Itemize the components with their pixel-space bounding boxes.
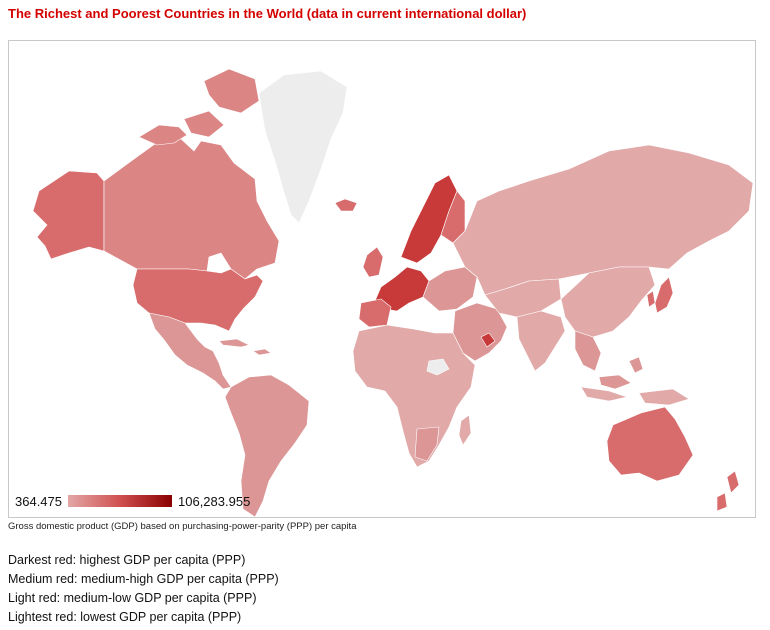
region-gulf-states[interactable] [480,332,496,348]
map-title: The Richest and Poorest Countries in the… [8,6,527,21]
note-medium: Medium red: medium-high GDP per capita (… [8,572,279,586]
region-korea[interactable] [646,290,656,308]
region-iceland[interactable] [334,198,358,212]
region-caribbean[interactable] [218,338,272,356]
region-south-america[interactable] [224,374,310,517]
region-australia[interactable] [606,406,694,482]
region-southeast-asia[interactable] [574,330,644,390]
region-south-sudan[interactable] [426,358,450,376]
region-uk[interactable] [362,246,384,278]
region-alaska[interactable] [32,170,105,260]
map-caption: Gross domestic product (GDP) based on pu… [8,521,357,532]
region-africa[interactable] [352,324,476,468]
legend-gradient-bar [68,495,172,507]
region-south-asia[interactable] [516,310,566,372]
world-map-svg [32,68,754,517]
region-southern-africa[interactable] [414,426,440,462]
color-legend: 364.475 106,283.955 [15,490,250,512]
note-lightest: Lightest red: lowest GDP per capita (PPP… [8,610,242,624]
region-canada-arctic-islands[interactable] [138,68,260,146]
region-canada[interactable] [103,136,280,280]
region-japan[interactable] [654,276,674,314]
region-new-zealand[interactable] [716,470,740,512]
note-darkest: Darkest red: highest GDP per capita (PPP… [8,553,246,567]
region-indonesia[interactable] [580,386,690,406]
color-notes: Darkest red: highest GDP per capita (PPP… [8,551,279,627]
region-eastern-europe[interactable] [422,266,478,312]
region-china[interactable] [560,266,656,338]
region-greenland[interactable] [258,70,348,224]
legend-max-label: 106,283.955 [178,493,251,509]
legend-min-label: 364.475 [15,493,62,509]
note-light: Light red: medium-low GDP per capita (PP… [8,591,257,605]
world-map[interactable]: 364.475 106,283.955 [8,40,756,518]
region-madagascar[interactable] [458,414,472,446]
region-iberia[interactable] [358,298,392,328]
